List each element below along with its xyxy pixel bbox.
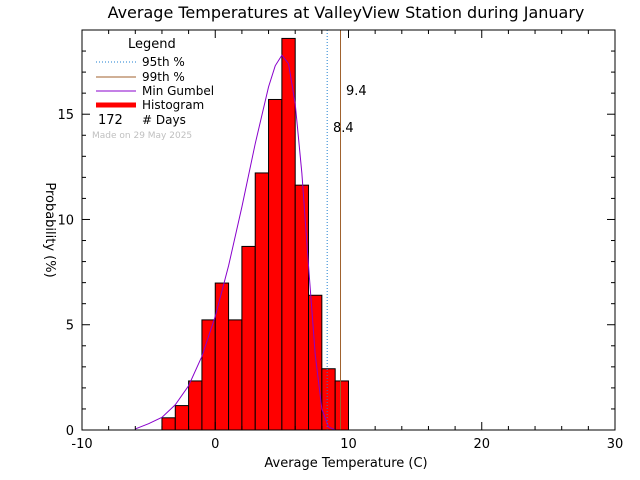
p99-annotation: 9.4: [346, 84, 367, 99]
legend-days-label: # Days: [142, 113, 186, 127]
histogram-bar: [188, 380, 203, 431]
x-tick-label: -10: [71, 437, 92, 452]
histogram-bar: [334, 380, 349, 431]
legend-title: Legend: [128, 37, 176, 52]
histogram-bar: [281, 37, 296, 431]
histogram-bar: [254, 172, 270, 431]
histogram-bar: [268, 98, 283, 431]
legend-histogram-label: Histogram: [142, 98, 204, 112]
legend: Legend 95th % 99th % Min Gumbel Histogra…: [92, 37, 214, 141]
y-tick-label: 15: [57, 108, 74, 123]
credit-text: Made on 29 May 2025: [92, 131, 192, 141]
histogram-bar: [308, 294, 323, 431]
histogram-bar: [241, 245, 256, 431]
y-axis-label: Probability (%): [42, 182, 57, 277]
histogram-bar: [214, 282, 230, 431]
x-tick-label: 10: [340, 437, 357, 452]
y-tick-label: 5: [66, 319, 74, 334]
gumbel-curve: [135, 54, 342, 431]
histogram-bar: [174, 405, 190, 431]
p95-annotation: 8.4: [333, 121, 354, 136]
histogram-bar: [321, 368, 336, 431]
x-tick-label: 30: [607, 437, 624, 452]
chart-title: Average Temperatures at ValleyView Stati…: [108, 3, 585, 22]
y-tick-label: 0: [66, 424, 74, 439]
legend-p99-label: 99th %: [142, 70, 185, 84]
legend-p95-label: 95th %: [142, 55, 185, 69]
histogram-bar: [228, 319, 243, 431]
y-tick-label: 10: [57, 213, 74, 228]
x-axis-label: Average Temperature (C): [264, 456, 427, 471]
histogram-bar: [161, 417, 176, 431]
x-tick-label: 20: [473, 437, 490, 452]
histogram-bar: [294, 184, 310, 431]
x-tick-label: 0: [211, 437, 219, 452]
legend-gumbel-label: Min Gumbel: [142, 84, 214, 98]
legend-days-value: 172: [98, 113, 123, 128]
